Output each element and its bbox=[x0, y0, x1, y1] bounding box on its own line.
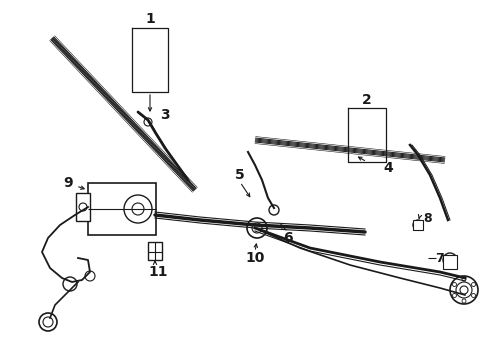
Bar bbox=[76, 193, 90, 221]
Circle shape bbox=[63, 277, 77, 291]
Circle shape bbox=[124, 195, 152, 223]
Circle shape bbox=[132, 203, 144, 215]
Text: 9: 9 bbox=[63, 176, 73, 190]
Text: 7: 7 bbox=[435, 252, 444, 265]
Circle shape bbox=[413, 220, 423, 230]
Circle shape bbox=[462, 277, 466, 281]
Circle shape bbox=[450, 276, 478, 304]
Circle shape bbox=[39, 313, 57, 331]
Circle shape bbox=[471, 283, 475, 287]
Text: 6: 6 bbox=[283, 231, 293, 245]
Circle shape bbox=[252, 223, 262, 233]
Circle shape bbox=[144, 118, 152, 126]
Circle shape bbox=[269, 205, 279, 215]
Circle shape bbox=[85, 271, 95, 281]
Circle shape bbox=[462, 299, 466, 303]
Bar bbox=[413, 220, 423, 230]
Bar bbox=[148, 242, 162, 260]
Circle shape bbox=[456, 282, 472, 298]
Text: 4: 4 bbox=[383, 161, 393, 175]
Text: 3: 3 bbox=[160, 108, 170, 122]
Circle shape bbox=[247, 218, 267, 238]
Text: 10: 10 bbox=[245, 251, 265, 265]
Text: 1: 1 bbox=[145, 12, 155, 26]
Bar bbox=[88, 183, 156, 235]
Circle shape bbox=[452, 283, 457, 287]
Text: 2: 2 bbox=[362, 93, 372, 107]
Circle shape bbox=[460, 286, 468, 294]
Text: 11: 11 bbox=[148, 265, 168, 279]
Circle shape bbox=[79, 203, 87, 211]
Circle shape bbox=[471, 293, 475, 297]
Text: 5: 5 bbox=[235, 168, 245, 182]
Bar bbox=[443, 255, 457, 269]
Text: 8: 8 bbox=[424, 211, 432, 225]
Circle shape bbox=[452, 293, 457, 297]
Circle shape bbox=[43, 317, 53, 327]
Circle shape bbox=[443, 253, 457, 267]
